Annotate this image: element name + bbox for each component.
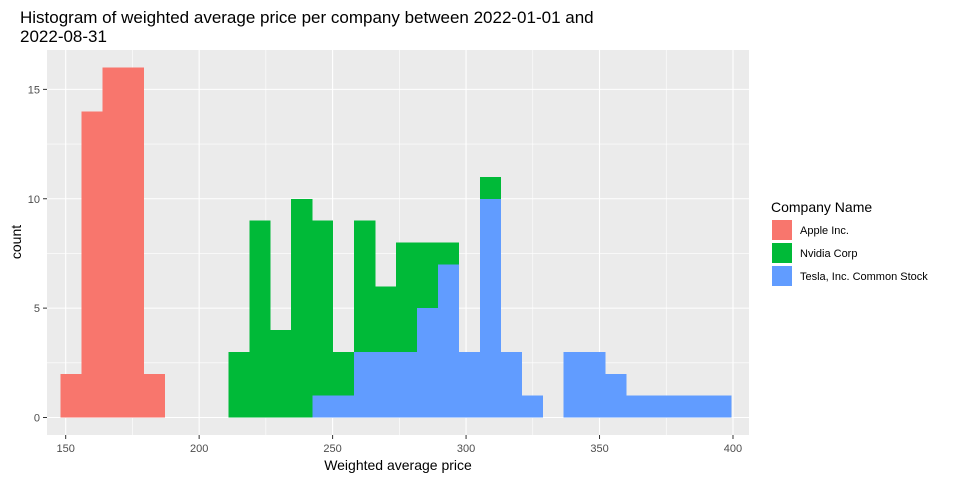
legend-swatch [772, 266, 792, 286]
histogram-bar [312, 395, 334, 418]
histogram-bar [249, 220, 271, 418]
legend-swatch [772, 243, 792, 263]
histogram-bar [270, 330, 292, 418]
y-tick-label: 5 [34, 303, 40, 315]
histogram-bar [102, 67, 124, 418]
histogram-bar [396, 351, 418, 418]
histogram-bar [479, 198, 502, 418]
legend-items: Apple Inc. Nvidia Corp Tesla, Inc. Common … [772, 220, 928, 286]
legend-swatch [772, 220, 792, 240]
histogram-bar [689, 395, 711, 418]
histogram-bar [459, 351, 480, 418]
legend-label: Nvidia Corp [800, 248, 857, 260]
x-axis-ticks: 150 200 250 300 350 400 [57, 435, 742, 455]
histogram-bar [584, 351, 606, 418]
histogram-bar [501, 351, 522, 418]
x-tick-label: 200 [190, 443, 208, 455]
legend-title: Company Name [771, 199, 872, 215]
histogram-bar [312, 220, 334, 396]
x-tick-label: 150 [57, 443, 75, 455]
histogram-bar [144, 373, 166, 418]
histogram-bar [291, 198, 313, 418]
legend-label: Apple Inc. [800, 225, 849, 237]
x-axis-title: Weighted average price [324, 457, 472, 473]
histogram-bar [710, 395, 732, 418]
x-tick-label: 350 [590, 443, 608, 455]
histogram-bar [417, 242, 439, 309]
histogram-bar [123, 67, 145, 418]
chart-title-line-1: Histogram of weighted average price per … [20, 8, 594, 27]
histogram-bar [417, 308, 439, 418]
histogram-bar [438, 242, 460, 265]
y-tick-label: 10 [28, 194, 40, 206]
histogram-bar [563, 351, 585, 418]
histogram-bars [60, 67, 732, 418]
histogram-bar [60, 373, 82, 418]
legend: Company Name Apple Inc. Nvidia Corp Tesla,… [771, 199, 928, 286]
x-tick-label: 250 [323, 443, 341, 455]
histogram-bar [647, 395, 669, 418]
histogram-bar [668, 395, 690, 418]
histogram-bar [375, 351, 397, 418]
x-tick-label: 400 [724, 443, 742, 455]
histogram-bar [521, 395, 543, 418]
x-tick-label: 300 [457, 443, 475, 455]
histogram-bar [626, 395, 648, 418]
histogram-bar [333, 395, 355, 418]
histogram-bar [438, 264, 460, 418]
y-axis-ticks: 0 5 10 15 [28, 84, 47, 425]
histogram-bar [396, 242, 418, 352]
histogram-bar [605, 373, 627, 418]
histogram-bar [479, 176, 502, 199]
legend-label: Tesla, Inc. Common Stock [800, 271, 928, 283]
chart-title-line-2: 2022-08-31 [20, 27, 107, 46]
y-axis-title: count [8, 225, 24, 259]
histogram-bar [375, 286, 397, 352]
y-tick-label: 15 [28, 84, 40, 96]
histogram-bar [333, 351, 355, 396]
histogram-bar [81, 111, 103, 418]
histogram-bar [354, 351, 376, 418]
histogram-bar [354, 220, 376, 352]
y-tick-label: 0 [34, 413, 40, 425]
histogram-bar [228, 351, 250, 418]
